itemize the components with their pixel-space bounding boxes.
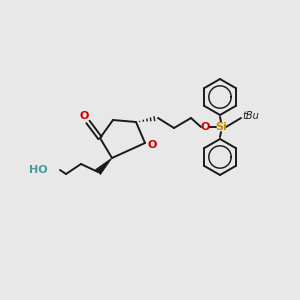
Text: tBu: tBu [243,111,260,121]
Polygon shape [95,158,112,175]
Text: HO: HO [29,165,48,175]
Text: O: O [147,140,157,150]
Text: O: O [79,111,89,121]
Text: Si: Si [215,122,227,132]
Text: O: O [200,122,210,132]
